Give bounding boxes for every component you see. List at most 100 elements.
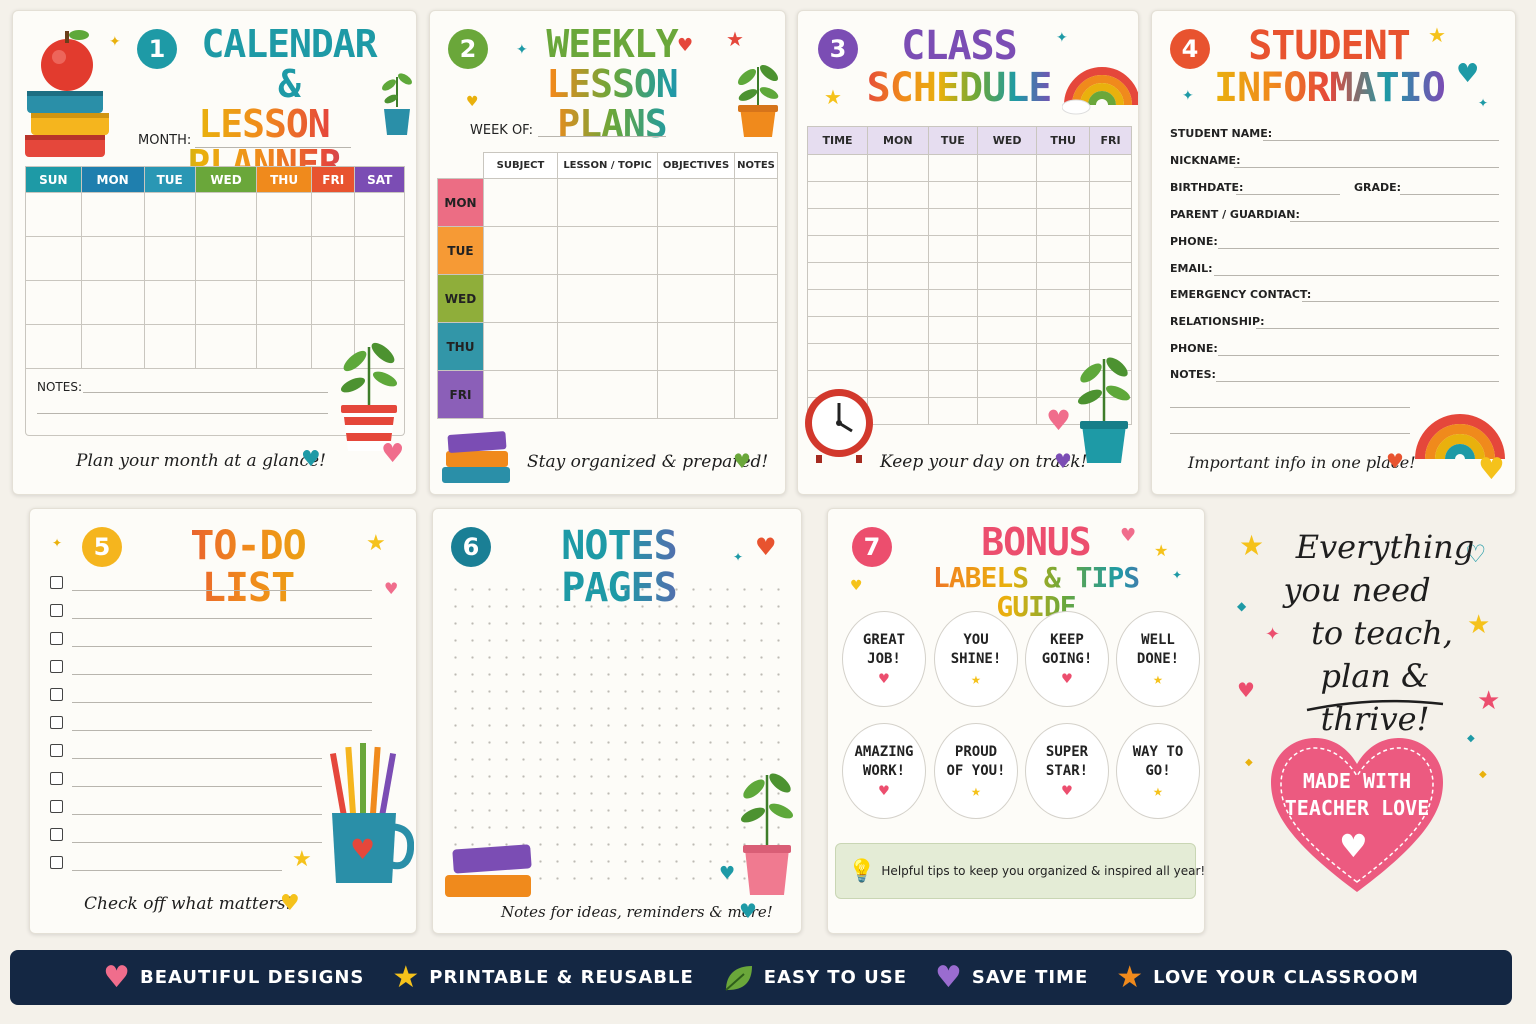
grade-input[interactable] (1400, 194, 1499, 195)
schedule-cell[interactable] (867, 370, 929, 398)
nickname-input[interactable] (1234, 167, 1499, 168)
schedule-cell[interactable] (807, 235, 868, 263)
schedule-cell[interactable] (1089, 289, 1132, 317)
label-great-job[interactable]: GREAT JOB! ♥ (842, 611, 926, 707)
plan-cell[interactable] (557, 322, 658, 371)
plan-cell[interactable] (557, 370, 658, 419)
phone-input[interactable] (1218, 248, 1499, 249)
plan-cell[interactable] (734, 274, 778, 323)
schedule-cell[interactable] (867, 262, 929, 290)
day-cell[interactable] (25, 192, 82, 237)
plan-cell[interactable] (483, 274, 558, 323)
emergency-input[interactable] (1302, 301, 1499, 302)
label-way-to-go[interactable]: WAY TO GO! ★ (1116, 723, 1200, 819)
plan-cell[interactable] (483, 322, 558, 371)
day-cell[interactable] (354, 236, 405, 281)
todo-checkbox[interactable] (50, 744, 63, 757)
todo-line[interactable] (72, 786, 322, 787)
relationship-input[interactable] (1256, 328, 1499, 329)
todo-list-card[interactable]: ✦ 5 TO-DO LIST ★ ♥ ♥ ★ Check off what ma… (29, 508, 417, 934)
schedule-cell[interactable] (867, 397, 929, 425)
todo-checkbox[interactable] (50, 604, 63, 617)
notes-box[interactable] (25, 368, 405, 436)
day-cell[interactable] (311, 192, 356, 237)
day-cell[interactable] (256, 280, 313, 325)
day-cell[interactable] (194, 280, 258, 325)
plan-cell[interactable] (657, 178, 735, 227)
day-cell[interactable] (311, 236, 356, 281)
schedule-cell[interactable] (1089, 208, 1132, 236)
day-cell[interactable] (143, 192, 196, 237)
day-cell[interactable] (25, 324, 82, 369)
todo-line[interactable] (72, 814, 322, 815)
schedule-cell[interactable] (1089, 397, 1132, 425)
email-input[interactable] (1214, 275, 1499, 276)
schedule-cell[interactable] (1089, 181, 1132, 209)
label-well-done[interactable]: WELL DONE! ★ (1116, 611, 1200, 707)
parent-input[interactable] (1290, 221, 1499, 222)
todo-line[interactable] (72, 674, 372, 675)
schedule-cell[interactable] (927, 154, 979, 182)
schedule-cell[interactable] (1036, 235, 1091, 263)
schedule-cell[interactable] (977, 397, 1038, 425)
todo-line[interactable] (72, 730, 372, 731)
schedule-cell[interactable] (807, 316, 868, 344)
todo-checkbox[interactable] (50, 772, 63, 785)
week-of-input-line[interactable] (538, 136, 666, 137)
day-cell[interactable] (143, 236, 196, 281)
schedule-cell[interactable] (927, 289, 979, 317)
schedule-cell[interactable] (977, 208, 1038, 236)
plan-cell[interactable] (483, 178, 558, 227)
day-cell[interactable] (256, 236, 313, 281)
schedule-cell[interactable] (867, 316, 929, 344)
label-amazing-work[interactable]: AMAZING WORK! ♥ (842, 723, 926, 819)
todo-checkbox[interactable] (50, 632, 63, 645)
schedule-cell[interactable] (977, 316, 1038, 344)
todo-checkbox[interactable] (50, 688, 63, 701)
label-keep-going[interactable]: KEEP GOING! ♥ (1025, 611, 1109, 707)
schedule-cell[interactable] (927, 343, 979, 371)
day-cell[interactable] (194, 192, 258, 237)
schedule-cell[interactable] (1036, 316, 1091, 344)
schedule-cell[interactable] (927, 397, 979, 425)
schedule-cell[interactable] (807, 154, 868, 182)
student-name-input[interactable] (1263, 140, 1499, 141)
todo-checkbox[interactable] (50, 576, 63, 589)
schedule-cell[interactable] (1036, 262, 1091, 290)
month-input-line[interactable] (195, 147, 351, 148)
phone-2-input[interactable] (1218, 355, 1499, 356)
plan-cell[interactable] (657, 274, 735, 323)
schedule-cell[interactable] (1036, 154, 1091, 182)
todo-line[interactable] (72, 702, 372, 703)
schedule-cell[interactable] (807, 262, 868, 290)
schedule-cell[interactable] (927, 208, 979, 236)
schedule-cell[interactable] (867, 289, 929, 317)
todo-checkbox[interactable] (50, 828, 63, 841)
label-you-shine[interactable]: YOU SHINE! ★ (934, 611, 1018, 707)
schedule-cell[interactable] (977, 235, 1038, 263)
schedule-cell[interactable] (867, 235, 929, 263)
plan-cell[interactable] (483, 226, 558, 275)
todo-checkbox[interactable] (50, 716, 63, 729)
schedule-cell[interactable] (1036, 289, 1091, 317)
todo-line[interactable] (72, 618, 372, 619)
day-cell[interactable] (143, 280, 196, 325)
schedule-cell[interactable] (977, 343, 1038, 371)
todo-line[interactable] (72, 590, 372, 591)
plan-cell[interactable] (657, 226, 735, 275)
label-super-star[interactable]: SUPER STAR! ♥ (1025, 723, 1109, 819)
plan-cell[interactable] (657, 370, 735, 419)
schedule-cell[interactable] (867, 181, 929, 209)
todo-line[interactable] (72, 870, 282, 871)
plan-cell[interactable] (557, 274, 658, 323)
schedule-cell[interactable] (927, 370, 979, 398)
schedule-cell[interactable] (1089, 235, 1132, 263)
schedule-cell[interactable] (867, 343, 929, 371)
plan-cell[interactable] (734, 226, 778, 275)
schedule-cell[interactable] (807, 289, 868, 317)
day-cell[interactable] (25, 236, 82, 281)
notes-pages-card[interactable]: 6 NOTES PAGES ✦ ♥ ♥ Notes for ideas, rem… (432, 508, 802, 934)
schedule-cell[interactable] (807, 208, 868, 236)
schedule-cell[interactable] (927, 235, 979, 263)
plan-cell[interactable] (734, 322, 778, 371)
